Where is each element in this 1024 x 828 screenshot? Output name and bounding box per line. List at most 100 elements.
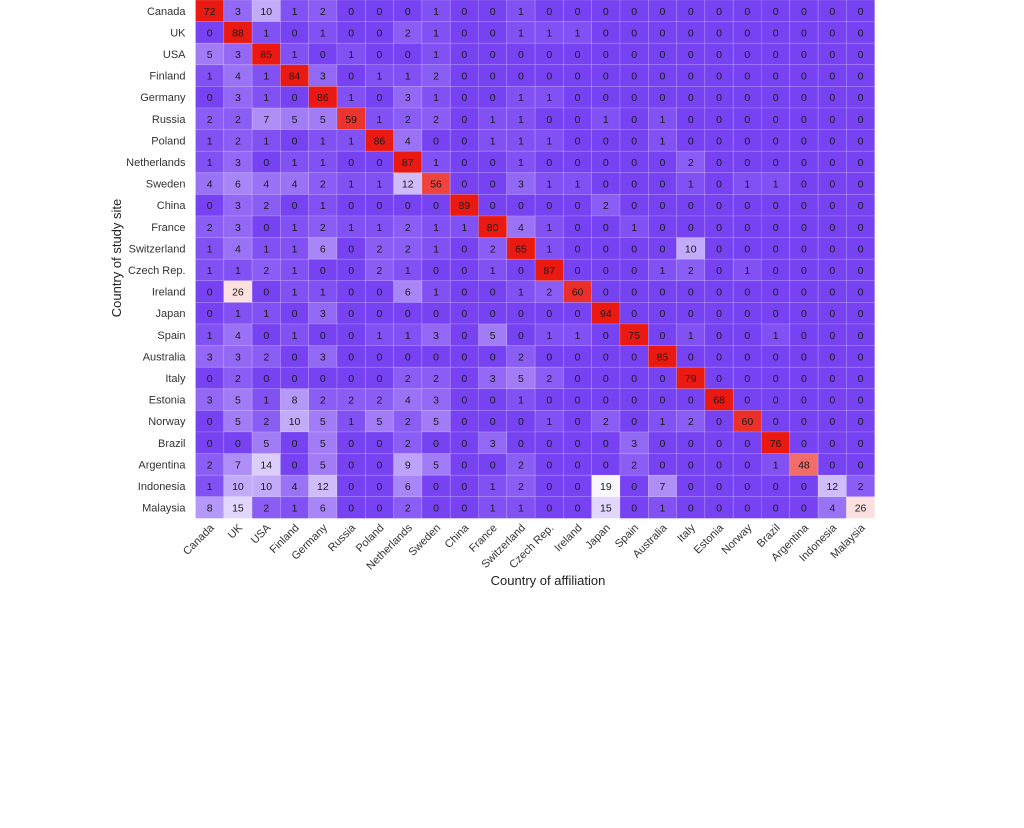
cell-value-label: 0 bbox=[377, 157, 383, 169]
cell-value-label: 1 bbox=[292, 157, 298, 169]
cell-value-label: 0 bbox=[292, 459, 298, 471]
cell-value-label: 0 bbox=[660, 395, 666, 407]
cell-value-label: 0 bbox=[744, 459, 750, 471]
cell-value-label: 85 bbox=[260, 49, 272, 61]
cell-value-label: 0 bbox=[801, 373, 807, 385]
cell-value-label: 0 bbox=[546, 71, 552, 83]
cell-value-label: 1 bbox=[292, 287, 298, 299]
cell-value-label: 0 bbox=[603, 135, 609, 147]
cell-value-label: 0 bbox=[631, 49, 637, 61]
cell-value-label: 0 bbox=[773, 243, 779, 255]
cell-value-label: 0 bbox=[461, 330, 467, 342]
cell-value-label: 3 bbox=[235, 222, 241, 234]
cell-value-label: 2 bbox=[263, 351, 269, 363]
cell-value-label: 0 bbox=[688, 287, 694, 299]
cell-value-label: 7 bbox=[660, 481, 666, 493]
cell-value-label: 0 bbox=[801, 287, 807, 299]
cell-value-label: 86 bbox=[317, 92, 329, 104]
cell-value-label: 0 bbox=[744, 308, 750, 320]
cell-value-label: 2 bbox=[235, 114, 241, 126]
cell-value-label: 0 bbox=[603, 71, 609, 83]
cell-value-label: 75 bbox=[628, 330, 640, 342]
cell-value-label: 0 bbox=[773, 157, 779, 169]
cell-value-label: 1 bbox=[263, 27, 269, 39]
cell-value-label: 0 bbox=[631, 373, 637, 385]
cell-value-label: 0 bbox=[405, 6, 411, 18]
cell-value-label: 5 bbox=[377, 416, 383, 428]
cell-value-label: 2 bbox=[858, 481, 864, 493]
cell-value-label: 0 bbox=[433, 308, 439, 320]
cell-value-label: 0 bbox=[461, 6, 467, 18]
cell-value-label: 1 bbox=[546, 222, 552, 234]
cell-value-label: 1 bbox=[575, 27, 581, 39]
cell-value-label: 0 bbox=[773, 308, 779, 320]
cell-value-label: 9 bbox=[405, 459, 411, 471]
cell-value-label: 0 bbox=[603, 265, 609, 277]
cell-value-label: 0 bbox=[829, 222, 835, 234]
cell-value-label: 0 bbox=[631, 503, 637, 515]
cell-value-label: 1 bbox=[207, 481, 213, 493]
y-tick-label-switzerland: Switzerland bbox=[129, 243, 186, 255]
cell-value-label: 3 bbox=[235, 157, 241, 169]
cell-value-label: 0 bbox=[858, 330, 864, 342]
cell-value-label: 0 bbox=[858, 71, 864, 83]
cell-value-label: 1 bbox=[744, 179, 750, 191]
cell-value-label: 0 bbox=[744, 330, 750, 342]
cell-value-label: 0 bbox=[744, 287, 750, 299]
cell-value-label: 0 bbox=[688, 200, 694, 212]
y-tick-label-estonia: Estonia bbox=[149, 395, 187, 407]
cell-value-label: 0 bbox=[716, 200, 722, 212]
cell-value-label: 0 bbox=[858, 92, 864, 104]
cell-value-label: 0 bbox=[490, 351, 496, 363]
cell-value-label: 3 bbox=[631, 438, 637, 450]
cell-value-label: 0 bbox=[377, 351, 383, 363]
cell-value-label: 26 bbox=[855, 503, 867, 515]
cell-value-label: 0 bbox=[688, 438, 694, 450]
cell-value-label: 0 bbox=[546, 114, 552, 126]
cell-value-label: 0 bbox=[461, 438, 467, 450]
cell-value-label: 1 bbox=[348, 92, 354, 104]
cell-value-label: 0 bbox=[744, 373, 750, 385]
x-tick-label-usa: USA bbox=[249, 522, 274, 547]
cell-value-label: 0 bbox=[801, 27, 807, 39]
cell-value-label: 1 bbox=[660, 114, 666, 126]
cell-value-label: 0 bbox=[546, 49, 552, 61]
y-tick-label-indonesia: Indonesia bbox=[138, 481, 187, 493]
cell-value-label: 4 bbox=[829, 503, 835, 515]
cell-value-label: 0 bbox=[716, 308, 722, 320]
cell-value-label: 0 bbox=[829, 135, 835, 147]
cell-value-label: 0 bbox=[575, 481, 581, 493]
cell-value-label: 0 bbox=[546, 351, 552, 363]
cell-value-label: 1 bbox=[348, 179, 354, 191]
cell-value-label: 0 bbox=[490, 71, 496, 83]
cell-value-label: 0 bbox=[773, 200, 779, 212]
cell-value-label: 3 bbox=[490, 438, 496, 450]
cell-value-label: 0 bbox=[716, 6, 722, 18]
cell-value-label: 1 bbox=[744, 265, 750, 277]
cell-value-label: 1 bbox=[405, 71, 411, 83]
cell-value-label: 0 bbox=[829, 287, 835, 299]
cell-value-label: 0 bbox=[801, 243, 807, 255]
cell-value-label: 0 bbox=[518, 308, 524, 320]
cell-value-label: 0 bbox=[461, 243, 467, 255]
cell-value-label: 0 bbox=[603, 27, 609, 39]
cell-value-label: 0 bbox=[207, 416, 213, 428]
cell-value-label: 0 bbox=[575, 416, 581, 428]
cell-value-label: 1 bbox=[348, 222, 354, 234]
cell-value-label: 2 bbox=[377, 395, 383, 407]
y-tick-label-argentina: Argentina bbox=[138, 459, 186, 471]
cell-value-label: 0 bbox=[461, 351, 467, 363]
cell-value-label: 60 bbox=[742, 416, 754, 428]
cell-value-label: 3 bbox=[235, 92, 241, 104]
cell-value-label: 2 bbox=[263, 416, 269, 428]
cell-value-label: 0 bbox=[801, 179, 807, 191]
cell-value-label: 76 bbox=[770, 438, 782, 450]
cell-value-label: 0 bbox=[858, 27, 864, 39]
cell-value-label: 3 bbox=[433, 395, 439, 407]
cell-value-label: 1 bbox=[433, 287, 439, 299]
cell-value-label: 1 bbox=[263, 92, 269, 104]
cell-value-label: 0 bbox=[660, 459, 666, 471]
y-tick-label-japan: Japan bbox=[156, 308, 186, 320]
cell-value-label: 1 bbox=[235, 308, 241, 320]
cell-value-label: 0 bbox=[348, 27, 354, 39]
